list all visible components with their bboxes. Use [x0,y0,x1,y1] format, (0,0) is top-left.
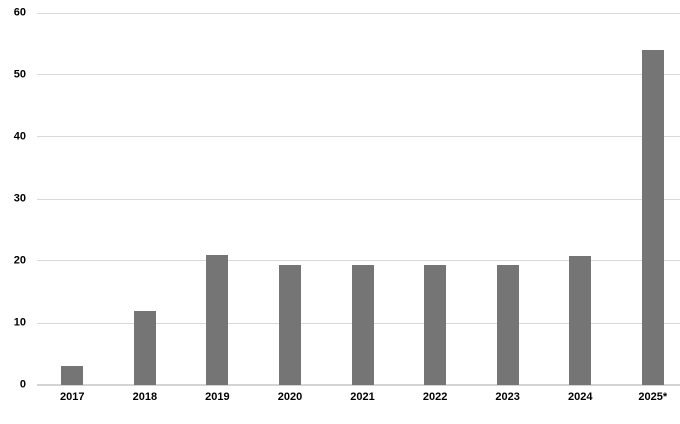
y-axis-tick-label: 10 [13,316,26,329]
y-axis-tick-label: 20 [13,254,26,267]
y-axis-tick-label: 50 [13,68,26,81]
bar-slot [399,13,472,385]
bar-2017 [61,366,84,385]
bar-2023 [496,265,519,385]
x-axis-line [37,384,680,386]
bars-layer [36,13,680,385]
bar-slot [181,13,254,385]
y-axis-tick-label: 40 [13,130,26,143]
x-axis-tick-label: 2023 [495,391,520,403]
x-axis: 2017 2018 2019 2020 2021 2022 2023 2024 2025* [36,392,680,403]
x-axis-tick-label: 2017 [60,391,85,403]
y-axis-tick-label: 0 [19,378,26,391]
y-axis-tick-label: 30 [13,192,26,205]
y-axis-tick-label: 60 [13,6,26,19]
bar-slot [471,13,544,385]
x-axis-tick-label: 2018 [132,391,158,403]
bar-2019 [206,254,229,385]
x-axis-tick-label: 2024 [567,391,593,403]
gridline [37,136,680,138]
bar-slot [36,13,109,385]
gridline [37,74,680,76]
bar-2021 [351,265,374,385]
bar-slot [617,13,680,385]
bar-slot [326,13,399,385]
bar-slot [109,13,182,385]
x-axis-tick-label: 2022 [422,391,448,403]
bar-slot [544,13,617,385]
x-axis-tick-label: 2021 [350,391,375,403]
bar-2024 [569,256,592,385]
bar-2020 [278,264,301,385]
gridline [37,260,680,262]
gridline [37,12,680,14]
gridline [37,198,680,200]
bar-2025 [641,50,664,385]
x-axis-tick-label: 2020 [277,391,303,403]
x-axis-tick-label: 2019 [205,391,230,403]
bar-2018 [133,310,156,385]
y-axis: 0 10 20 30 40 50 60 [0,7,26,390]
x-axis-tick-label: 2025* [638,391,668,403]
bar-2022 [424,265,447,385]
bar-slot [254,13,327,385]
